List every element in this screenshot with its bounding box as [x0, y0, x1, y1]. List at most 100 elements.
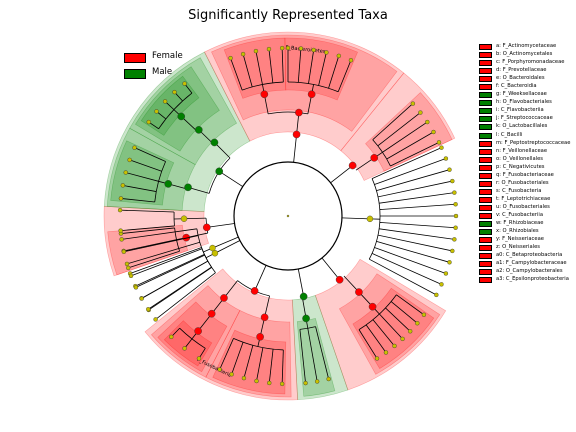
- branch: [328, 55, 340, 89]
- leaf-node: [172, 89, 177, 95]
- female-swatch: [124, 53, 146, 63]
- clade-swatch: [479, 132, 492, 139]
- branch: [390, 301, 418, 324]
- branch: [134, 147, 166, 162]
- leaf-node: [124, 261, 130, 267]
- branch: [379, 203, 456, 210]
- leaf-node: [182, 81, 187, 86]
- clade-legend-label: a: F_Actinomycetaceae: [496, 43, 557, 49]
- branch: [390, 141, 440, 167]
- clade-legend-item: s: C_Fusobacteria: [479, 188, 576, 196]
- leaf-node: [374, 356, 380, 361]
- branch: [128, 250, 180, 269]
- branch: [318, 52, 327, 86]
- branch: [377, 112, 421, 147]
- branch: [297, 268, 305, 297]
- branch: [256, 347, 264, 382]
- clade-node: [292, 130, 301, 139]
- clade-legend: a: F_Actinomycetaceae b: O_Actinomycetale…: [479, 43, 576, 284]
- clade-legend-item: j: F_Streptococcaceae: [479, 115, 576, 123]
- leaf-node: [119, 237, 124, 242]
- branch: [135, 254, 205, 287]
- branch: [122, 184, 157, 192]
- clade-legend-label: e: O_Bacteroidales: [496, 75, 545, 82]
- clade-sector: [284, 37, 358, 101]
- branch: [374, 158, 447, 185]
- clade-legend-label: r: O_Fusobacteriales: [496, 179, 549, 186]
- clade-swatch: [479, 188, 492, 195]
- leaf-node: [410, 101, 416, 106]
- branch: [268, 49, 274, 83]
- clade-legend-label: j: F_Streptococcaceae: [496, 115, 553, 122]
- branch: [141, 260, 209, 299]
- branch: [299, 329, 306, 384]
- clade-sector: [103, 51, 251, 212]
- clade-swatch: [479, 221, 492, 228]
- leaf-node: [241, 375, 247, 381]
- branch: [337, 60, 352, 92]
- branch: [372, 103, 414, 141]
- leaf-node: [439, 145, 444, 150]
- branch: [120, 225, 175, 232]
- clade-legend-label: x: O_Rhizobiales: [496, 228, 539, 235]
- clade-legend-item: k: O_Lactobacillales: [479, 123, 576, 131]
- leaf-node: [154, 109, 159, 114]
- clade-legend-item: a: F_Actinomycetaceae: [479, 43, 576, 51]
- clade-sector: [110, 140, 175, 206]
- branch: [135, 254, 205, 288]
- clade-swatch: [479, 60, 492, 67]
- leaf-node: [450, 248, 455, 254]
- leaf-node: [443, 271, 449, 276]
- clade-node: [250, 287, 259, 295]
- clade-legend-item: a2: O_Campylobacterales: [479, 268, 576, 276]
- clade-legend-label: k: O_Lactobacillales: [496, 123, 548, 130]
- leaf-node: [326, 376, 331, 382]
- clade-legend-label: p: C_Negativicutes: [496, 163, 545, 170]
- branch: [308, 49, 315, 84]
- clade-sector: [204, 31, 405, 152]
- branch: [120, 198, 155, 203]
- leaf-node: [118, 196, 124, 201]
- clade-node: [209, 244, 216, 252]
- leaf-node: [452, 190, 457, 195]
- clade-legend-item: c: F_Porphyromonadaceae: [479, 59, 576, 67]
- branch: [123, 235, 199, 253]
- leaf-node: [453, 213, 459, 219]
- branch: [130, 248, 203, 277]
- branch: [268, 349, 274, 383]
- branch: [281, 48, 284, 83]
- clade-legend-label: l: C_Bacilli: [496, 131, 523, 138]
- clade-legend-item: h: O_Flavobacteriales: [479, 99, 576, 107]
- clade-swatch: [479, 269, 492, 276]
- clade-node: [368, 302, 377, 311]
- leaf-node: [146, 307, 151, 312]
- leaf-node: [126, 265, 131, 271]
- clade-swatch: [479, 116, 492, 123]
- clade-swatch: [479, 68, 492, 75]
- clade-node: [299, 292, 308, 301]
- branch: [382, 121, 428, 153]
- clade-legend-label: n: F_Veillonellaceae: [496, 147, 548, 154]
- branch: [155, 272, 216, 320]
- leaf-node: [447, 260, 452, 265]
- clade-node: [210, 138, 219, 147]
- clade-legend-item: z: O_Neisseriales: [479, 244, 576, 252]
- clade-swatch: [479, 84, 492, 91]
- clade-legend-label: m: F_Peptostreptococcaceae: [496, 139, 571, 146]
- leaf-node: [452, 237, 457, 242]
- leaf-node: [196, 356, 202, 361]
- clade-node: [211, 250, 219, 257]
- clade-legend-item: v: C_Fusobacteriia: [479, 212, 576, 220]
- clade-legend-label: h: O_Flavobacteriales: [496, 99, 552, 106]
- leaf-node: [383, 350, 389, 355]
- clade-legend-label: t: F_Leptotrichiaceae: [496, 195, 551, 202]
- clade-node: [260, 90, 269, 99]
- clade-legend-label: s: C_Fusobacteria: [496, 187, 542, 194]
- clade-sector: [338, 273, 441, 375]
- branch: [184, 217, 207, 220]
- branch: [372, 319, 395, 347]
- clade-legend-item: g: F_Weeksellaceae: [479, 91, 576, 99]
- clade-node: [302, 314, 310, 323]
- clade-sector: [135, 66, 220, 152]
- branch: [376, 240, 450, 263]
